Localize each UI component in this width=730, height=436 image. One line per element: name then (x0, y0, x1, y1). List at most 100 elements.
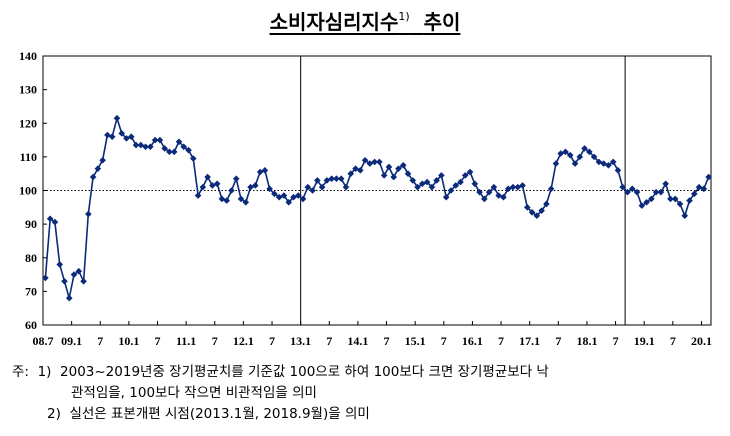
data-point (695, 183, 703, 191)
data-point (337, 175, 345, 183)
note-1-continued: 관적임을, 100보다 작으면 비관적임을 의미 (12, 383, 724, 404)
x-tick-label: 7 (613, 334, 619, 348)
x-tick-label: 7 (384, 334, 390, 348)
data-point (328, 175, 335, 183)
data-point (538, 207, 545, 214)
data-point (586, 148, 593, 156)
data-point (528, 209, 536, 216)
data-point (361, 156, 369, 164)
data-point (471, 180, 479, 188)
note-1-number: 1) (37, 364, 52, 380)
data-point (271, 190, 278, 198)
data-point (132, 141, 140, 149)
title-footnote-mark: 1) (398, 10, 410, 23)
data-point (628, 185, 636, 193)
data-point (547, 185, 555, 193)
data-point (409, 177, 417, 184)
data-point (304, 183, 312, 191)
data-point (194, 192, 202, 199)
data-point (581, 145, 588, 152)
y-tick-label: 130 (19, 83, 37, 97)
data-point (247, 183, 254, 191)
y-tick-label: 80 (25, 251, 37, 265)
data-point (390, 173, 397, 181)
y-tick-label: 120 (19, 116, 37, 130)
data-point (605, 161, 612, 169)
data-point (691, 190, 698, 198)
data-point (648, 195, 655, 203)
data-point (504, 185, 512, 193)
y-tick-label: 110 (20, 150, 37, 164)
series-markers (42, 114, 712, 302)
data-point (352, 165, 359, 172)
y-tick-label: 90 (25, 217, 37, 231)
footnotes: 주: 1) 2003~2019년중 장기평균치를 기준값 100으로 하여 10… (12, 362, 724, 425)
data-point (333, 175, 340, 183)
x-tick-label: 20.1 (691, 334, 712, 348)
data-point (624, 188, 631, 196)
data-point (190, 155, 197, 162)
y-tick-label: 70 (25, 284, 37, 298)
data-point (151, 136, 159, 144)
data-point (376, 158, 383, 166)
data-point (657, 188, 665, 196)
data-point (185, 146, 192, 154)
data-point (509, 183, 517, 191)
data-point (175, 138, 183, 146)
y-tick-label: 100 (19, 184, 37, 198)
x-tick-label: 17.1 (519, 334, 540, 348)
data-point (485, 188, 493, 196)
x-tick-label: 14.1 (347, 334, 368, 348)
data-point (609, 158, 617, 166)
data-point (461, 172, 469, 179)
x-tick-label: 7 (97, 334, 103, 348)
data-point (94, 165, 102, 172)
data-point (638, 202, 646, 209)
consumer-sentiment-line-chart: 60 70 80 90 100 110 120 130 140 08.7 09.1 7 10.1 7 11… (19, 49, 712, 348)
data-point (113, 114, 121, 122)
x-tick-label: 11.1 (176, 334, 196, 348)
data-point (676, 200, 684, 208)
data-point (433, 177, 440, 184)
data-point (428, 183, 436, 191)
data-point (366, 160, 374, 167)
data-point (223, 197, 230, 204)
x-tick-label: 13.1 (290, 334, 311, 348)
data-point (380, 172, 388, 179)
chart-title: 소비자심리지수1) 추이 (0, 6, 730, 35)
x-tick-label: 7 (212, 334, 218, 348)
data-point (280, 192, 288, 199)
x-tick-label: 19.1 (634, 334, 655, 348)
data-point (442, 193, 450, 201)
x-tick-label: 10.1 (118, 334, 139, 348)
x-tick-label: 7 (269, 334, 275, 348)
data-point (318, 183, 326, 191)
data-point (414, 183, 421, 191)
data-point (156, 136, 164, 144)
data-point (452, 182, 460, 189)
data-point (490, 183, 498, 191)
data-point (481, 195, 488, 203)
data-point (686, 197, 693, 204)
data-point (228, 187, 235, 194)
x-tick-label: 18.1 (576, 334, 597, 348)
data-point (500, 193, 507, 201)
data-point (108, 133, 116, 140)
data-point (619, 183, 627, 191)
data-point (447, 187, 455, 194)
x-tick-label: 15.1 (405, 334, 426, 348)
data-point (371, 158, 378, 166)
data-point (299, 195, 307, 203)
data-point (142, 143, 149, 151)
x-tick-label: 7 (441, 334, 447, 348)
data-point (667, 195, 674, 203)
data-point (213, 180, 221, 188)
data-point (147, 143, 154, 151)
x-tick-label: 12.1 (233, 334, 254, 348)
x-axis-ticks: 08.7 09.1 7 10.1 7 11.1 7 12.1 7 13.1 7 14.1 7 15.1 7 1… (33, 321, 712, 348)
x-tick-label: 16.1 (462, 334, 483, 348)
data-point (595, 158, 603, 166)
data-point (571, 160, 579, 167)
x-tick-label: 7 (326, 334, 332, 348)
title-suffix: 추이 (423, 10, 461, 34)
